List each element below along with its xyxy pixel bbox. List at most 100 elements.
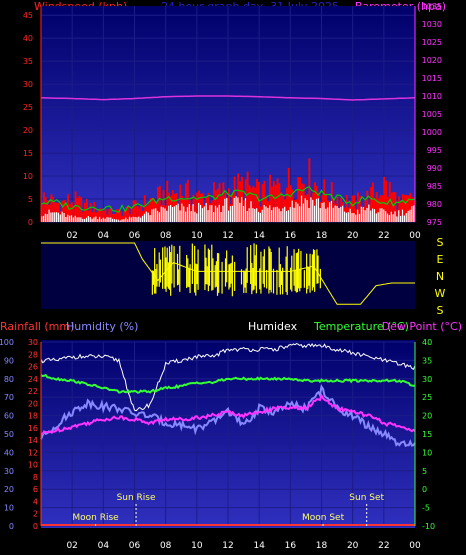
wind-gust-bar	[132, 200, 135, 222]
wind-gust-bar	[70, 202, 73, 222]
wind-speed-bar	[256, 208, 258, 222]
wind-speed-bar	[263, 204, 265, 222]
humidity-tick-label: 80	[4, 375, 14, 384]
wind-speed-bar	[405, 213, 407, 222]
wind-speed-bar	[41, 216, 43, 222]
wind-speed-bar	[386, 213, 389, 222]
dewpoint-axis-title: Dew Point (°C)	[382, 320, 462, 333]
wind-gust-bar	[394, 192, 397, 222]
wind-gust-bar	[42, 192, 45, 222]
wind-speed-bar	[291, 200, 293, 222]
wind-gust-bar	[220, 196, 223, 222]
wind-speed-bar	[69, 215, 71, 222]
wind-speed-bar	[278, 208, 280, 222]
wind-gust-bar	[254, 187, 257, 222]
humidity-line	[40, 384, 416, 448]
wind-gust-bar	[74, 191, 77, 222]
wind-speed-bar	[269, 205, 271, 222]
humidity-tick-label: 30	[4, 467, 14, 476]
wind-gust-bar	[263, 180, 266, 222]
wind-speed-bar	[349, 208, 351, 222]
wind-speed-bar	[396, 216, 398, 222]
wind-gust-bar	[194, 199, 197, 222]
wind-speed-bar	[246, 210, 248, 222]
wind-speed-bar	[50, 212, 52, 222]
wind-gust-bar	[98, 207, 101, 222]
wind-speed-bar	[55, 212, 58, 222]
windspeed-axis-ticks: 0 5 10 15 20 25 30 35 40 45	[23, 6, 42, 227]
wind-speed-bar	[44, 213, 46, 222]
wind-gust-bar	[269, 174, 272, 222]
barometer-tick-label: 1020	[422, 56, 442, 65]
temperature-tick-label: -10	[422, 522, 435, 531]
wind-speed-bar	[229, 206, 232, 222]
wind-speed-bar	[351, 212, 353, 222]
wind-speed-bar	[328, 202, 331, 222]
wind-gust-bar	[396, 209, 399, 222]
wind-speed-bar	[388, 214, 391, 222]
temperature-tick-label: 15	[422, 430, 432, 439]
wind-gust-bar	[388, 182, 391, 222]
wind-speed-bar	[171, 206, 174, 222]
humidity-tick-label: 40	[4, 448, 14, 457]
wind-speed-bar	[265, 206, 267, 222]
wind-gust-bar	[252, 185, 255, 222]
wind-speed-bar	[136, 217, 138, 222]
wind-speed-bar	[295, 201, 297, 222]
wind-gust-bar	[366, 190, 369, 222]
temperature-tick-label: 20	[422, 412, 432, 421]
wind-gust-bar	[108, 209, 111, 222]
time-tick-label: 20	[347, 231, 359, 241]
annotation-label: Moon Rise	[72, 513, 119, 523]
barometer-tick-label: 1000	[422, 128, 442, 137]
wind-speed-bar	[82, 218, 84, 222]
wind-gust-bar	[119, 211, 122, 222]
time-tick-label: 10	[191, 541, 203, 551]
wind-gust-bar	[171, 190, 174, 222]
rainfall-tick-label: 2	[33, 510, 38, 519]
barometer-line	[40, 95, 416, 101]
wind-gust-bar	[276, 178, 279, 222]
wind-speed-bar	[72, 217, 74, 222]
wind-speed-bar	[76, 217, 78, 222]
windspeed-tick-label: 5	[28, 195, 33, 204]
annotation-label: Moon Set	[302, 513, 345, 523]
wind-speed-bar	[222, 205, 224, 222]
wind-speed-bar	[409, 209, 411, 222]
wind-speed-bar	[271, 210, 273, 222]
rainfall-tick-label: 22	[28, 387, 38, 396]
wind-speed-bar	[218, 204, 220, 222]
wind-speed-bar	[235, 196, 237, 222]
wind-speed-bar	[233, 197, 235, 222]
time-tick-label: 12	[222, 231, 233, 241]
humidex-line	[40, 342, 416, 412]
wind-gust-bar	[41, 204, 43, 222]
wind-speed-bar	[166, 210, 168, 222]
wind-speed-bar	[175, 204, 177, 222]
wind-gust-bar	[256, 178, 258, 222]
wind-gust-bar	[285, 187, 288, 222]
wind-speed-bar	[93, 217, 95, 222]
temperature-tick-label: 10	[422, 448, 432, 457]
temperature-tick-label: -5	[422, 504, 430, 513]
windspeed-tick-label: 30	[23, 80, 33, 89]
wind-speed-bar	[332, 207, 334, 222]
wind-speed-bar	[370, 210, 372, 222]
wind-gust-bar	[222, 182, 225, 222]
wind-gust-bar	[97, 210, 99, 222]
wind-gust-bar	[261, 184, 264, 222]
wind-speed-bar	[252, 208, 254, 222]
wind-speed-bar	[151, 209, 153, 222]
humidity-tick-label: 0	[9, 522, 14, 531]
wind-speed-bar	[121, 219, 123, 222]
wind-speed-bar	[132, 216, 134, 222]
wind-gust-bar	[257, 181, 260, 222]
wind-speed-bar	[87, 216, 89, 222]
wind-gust-bar	[357, 192, 359, 222]
time-tick-label: 22	[378, 541, 389, 551]
wind-gust-bar	[401, 194, 404, 222]
wind-speed-bar	[54, 212, 56, 222]
wind-gust-bar	[149, 198, 152, 222]
